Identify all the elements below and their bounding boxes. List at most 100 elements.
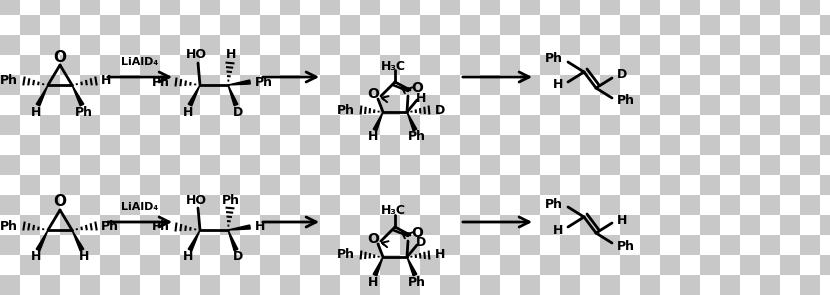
Bar (140, 35, 160, 55)
Bar (500, 15, 520, 35)
Bar (540, 255, 560, 275)
Bar (600, 95, 620, 115)
Bar (580, 195, 600, 215)
Bar (100, 255, 120, 275)
Bar (240, 0, 260, 15)
Bar (300, 115, 320, 135)
Text: HO: HO (185, 48, 207, 61)
Bar (80, 255, 100, 275)
Bar (240, 75, 260, 95)
Bar (20, 215, 40, 235)
Bar (740, 155, 760, 175)
Bar (600, 275, 620, 295)
Bar (620, 35, 640, 55)
Bar (680, 0, 700, 15)
Bar (240, 35, 260, 55)
Bar (280, 75, 300, 95)
Bar (680, 275, 700, 295)
Bar (520, 35, 540, 55)
Bar (20, 55, 40, 75)
Bar (180, 215, 200, 235)
Bar (340, 235, 360, 255)
Bar (580, 15, 600, 35)
Bar (220, 175, 240, 195)
Polygon shape (188, 85, 200, 106)
Bar (120, 15, 140, 35)
Bar (680, 95, 700, 115)
Bar (640, 155, 660, 175)
Bar (260, 135, 280, 155)
Bar (180, 95, 200, 115)
Bar (680, 75, 700, 95)
Bar (360, 235, 380, 255)
Bar (180, 35, 200, 55)
Bar (780, 155, 800, 175)
Bar (300, 175, 320, 195)
Bar (160, 255, 180, 275)
Text: Ph: Ph (337, 248, 355, 261)
Bar (320, 55, 340, 75)
Bar (420, 115, 440, 135)
Bar (200, 235, 220, 255)
Bar (520, 235, 540, 255)
Bar (520, 55, 540, 75)
Bar (620, 15, 640, 35)
Bar (480, 15, 500, 35)
Bar (520, 215, 540, 235)
Bar (460, 175, 480, 195)
Bar (520, 175, 540, 195)
Bar (600, 15, 620, 35)
Bar (540, 215, 560, 235)
Bar (480, 235, 500, 255)
Text: H: H (183, 106, 193, 119)
Bar (740, 55, 760, 75)
Bar (640, 235, 660, 255)
Bar (800, 195, 820, 215)
Bar (820, 275, 830, 295)
Bar (440, 215, 460, 235)
Bar (40, 15, 60, 35)
Text: H: H (368, 130, 378, 143)
Bar (720, 175, 740, 195)
Bar (120, 115, 140, 135)
Bar (280, 175, 300, 195)
Bar (620, 175, 640, 195)
Bar (780, 175, 800, 195)
Bar (300, 155, 320, 175)
Bar (100, 75, 120, 95)
Bar (720, 155, 740, 175)
Bar (500, 135, 520, 155)
Bar (340, 0, 360, 15)
Bar (80, 95, 100, 115)
Bar (540, 235, 560, 255)
Bar (800, 0, 820, 15)
Polygon shape (72, 85, 84, 106)
Bar (20, 275, 40, 295)
Bar (220, 115, 240, 135)
Text: O: O (53, 194, 66, 209)
Bar (420, 155, 440, 175)
Bar (680, 35, 700, 55)
Bar (400, 75, 420, 95)
Bar (380, 175, 400, 195)
Bar (780, 135, 800, 155)
Bar (40, 55, 60, 75)
Bar (680, 255, 700, 275)
Bar (660, 275, 680, 295)
Bar (480, 255, 500, 275)
Bar (60, 0, 80, 15)
Bar (460, 155, 480, 175)
Bar (800, 35, 820, 55)
Bar (240, 155, 260, 175)
Bar (520, 15, 540, 35)
Bar (480, 275, 500, 295)
Bar (460, 215, 480, 235)
Bar (280, 0, 300, 15)
Bar (800, 115, 820, 135)
Bar (300, 135, 320, 155)
Bar (80, 35, 100, 55)
Bar (820, 215, 830, 235)
Bar (160, 195, 180, 215)
Bar (0, 255, 20, 275)
Bar (200, 75, 220, 95)
